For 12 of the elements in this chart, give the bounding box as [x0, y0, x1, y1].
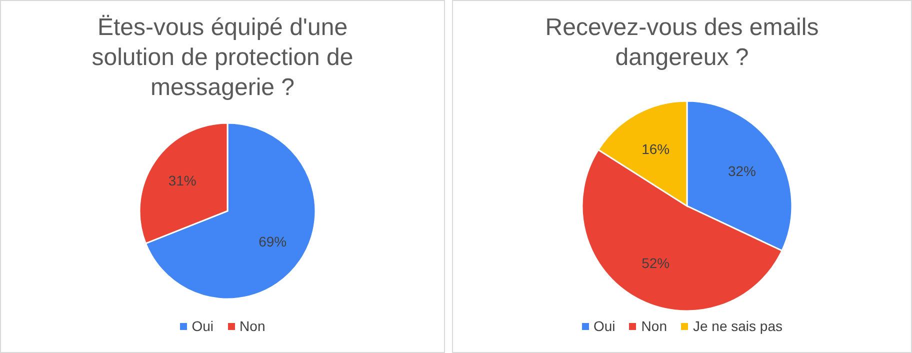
chart-title: Ëtes-vous équipé d'une solution de protection de messagerie ?: [90, 13, 354, 103]
data-label: 69%: [258, 234, 287, 250]
legend-label: Oui: [592, 318, 616, 334]
legend-label: Non: [238, 318, 266, 334]
data-label: 16%: [642, 140, 670, 157]
legend-label: Je ne sais pas: [692, 318, 782, 334]
data-label: 52%: [642, 255, 670, 272]
data-label: 32%: [728, 163, 756, 180]
legend-label: Non: [640, 318, 667, 334]
data-label: 31%: [168, 172, 196, 188]
chart-title: Recevez-vous des emails dangereux ?: [544, 13, 820, 73]
legend-label: Oui: [190, 318, 214, 334]
